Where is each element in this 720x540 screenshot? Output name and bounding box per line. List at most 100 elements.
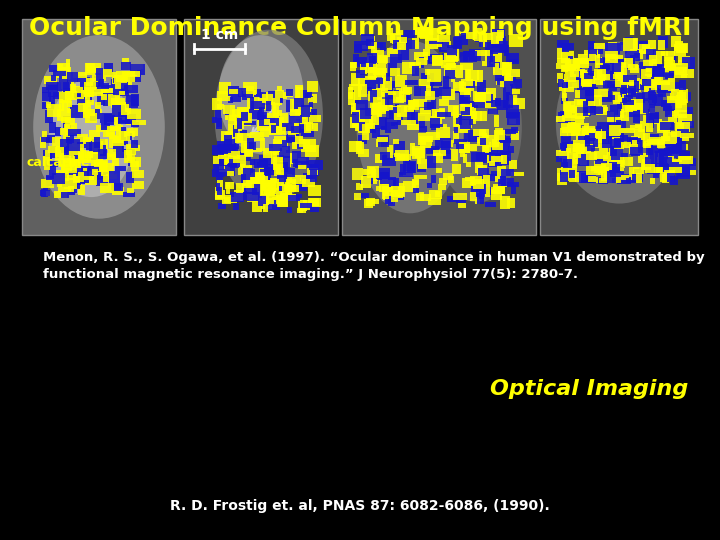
Bar (681, 158, 696, 170)
Bar (44, 135, 55, 143)
Bar (459, 142, 470, 153)
Bar (418, 133, 426, 145)
Bar (509, 95, 517, 104)
Bar (580, 156, 585, 165)
Bar (444, 140, 453, 147)
Bar (595, 161, 606, 172)
Bar (55, 127, 61, 136)
Bar (101, 113, 107, 123)
Bar (625, 50, 639, 58)
Bar (73, 87, 84, 93)
Bar (68, 186, 74, 192)
Bar (463, 154, 467, 163)
Bar (570, 71, 581, 83)
Bar (458, 124, 470, 133)
Bar (301, 129, 314, 137)
Bar (484, 138, 493, 146)
Bar (479, 33, 487, 42)
Bar (441, 57, 456, 69)
Bar (627, 137, 638, 146)
Bar (682, 57, 696, 69)
Bar (70, 184, 80, 190)
Bar (390, 177, 396, 187)
Bar (291, 126, 301, 133)
Bar (594, 95, 602, 106)
Bar (246, 148, 253, 157)
Bar (369, 116, 379, 125)
Bar (217, 141, 229, 149)
Bar (654, 153, 659, 166)
Bar (675, 99, 687, 112)
Bar (281, 184, 292, 194)
Bar (564, 103, 572, 112)
Bar (242, 91, 253, 100)
Bar (469, 83, 474, 91)
Bar (68, 174, 73, 180)
Bar (440, 138, 451, 147)
Bar (277, 86, 282, 94)
Bar (122, 71, 135, 82)
Bar (236, 183, 243, 193)
Bar (113, 79, 125, 88)
Bar (460, 104, 464, 111)
Bar (263, 205, 268, 212)
Bar (565, 69, 574, 74)
Bar (478, 95, 486, 107)
Bar (247, 89, 261, 97)
Bar (273, 157, 283, 170)
Bar (69, 144, 84, 155)
Bar (68, 127, 74, 132)
Bar (254, 159, 268, 168)
Bar (300, 105, 310, 117)
Bar (125, 82, 132, 90)
Bar (369, 56, 376, 67)
Bar (48, 85, 58, 97)
Bar (433, 56, 439, 63)
Bar (590, 52, 598, 58)
Bar (413, 66, 420, 76)
Bar (668, 103, 682, 108)
Bar (465, 177, 475, 181)
Bar (474, 102, 485, 108)
Bar (665, 106, 672, 117)
Bar (228, 97, 233, 103)
Bar (297, 87, 302, 98)
Bar (277, 175, 288, 181)
Bar (367, 166, 379, 178)
Bar (670, 135, 682, 146)
Bar (215, 187, 223, 200)
Bar (556, 116, 565, 122)
Bar (126, 144, 136, 155)
Bar (112, 89, 125, 95)
Bar (48, 178, 60, 183)
Bar (557, 152, 567, 161)
Bar (275, 117, 284, 130)
Bar (459, 91, 468, 104)
Bar (228, 145, 235, 155)
Bar (59, 92, 66, 103)
Bar (462, 107, 470, 116)
Bar (608, 42, 618, 52)
Bar (590, 56, 595, 63)
Bar (71, 147, 78, 159)
Bar (124, 85, 138, 93)
Bar (96, 69, 103, 80)
Bar (485, 42, 498, 54)
Bar (636, 93, 645, 103)
Bar (642, 60, 657, 66)
Bar (269, 124, 282, 135)
Bar (417, 157, 421, 165)
Bar (578, 54, 590, 64)
Bar (228, 151, 240, 159)
Bar (255, 177, 268, 181)
Bar (500, 178, 507, 187)
Bar (420, 28, 433, 39)
Bar (409, 62, 421, 68)
Bar (583, 108, 589, 117)
Bar (502, 178, 507, 185)
Bar (578, 79, 587, 85)
Bar (102, 69, 112, 77)
Bar (88, 109, 102, 117)
Bar (361, 64, 367, 74)
Bar (642, 92, 656, 105)
